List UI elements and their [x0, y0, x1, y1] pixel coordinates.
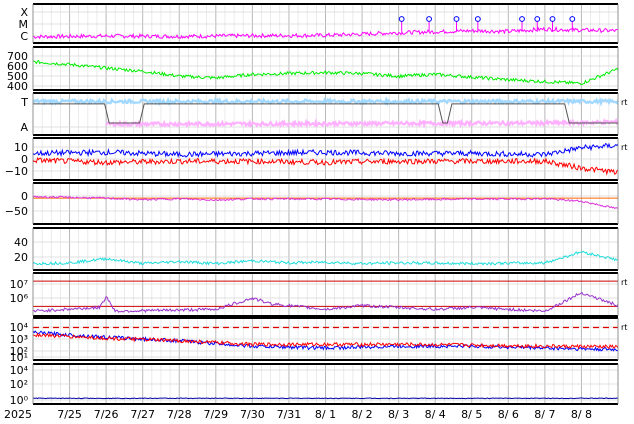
right-axis-label: rt: [621, 143, 627, 152]
y-tick-label: 10²: [10, 345, 28, 358]
y-tick-label: 400: [7, 80, 28, 93]
series-line-3: [33, 103, 618, 124]
y-tick-label: 10²: [10, 378, 28, 391]
year-label: 2025: [4, 408, 32, 421]
y-tick-label: 10⁶: [10, 292, 29, 305]
x-tick-label: 7/28: [167, 408, 192, 421]
x-tick-label: 7/29: [203, 408, 228, 421]
y-tick-label: M: [19, 18, 29, 31]
x-tick-label: 8/ 5: [461, 408, 482, 421]
y-tick-label: 600: [7, 60, 28, 73]
series-line-1: [32, 96, 619, 107]
x-tick-label: 7/27: [130, 408, 155, 421]
y-tick-label: 500: [7, 70, 28, 83]
series-line-1: [32, 291, 619, 314]
y-tick-label: C: [20, 30, 28, 43]
series-line-1: [32, 397, 619, 400]
y-tick-label: 20: [14, 251, 28, 264]
x-tick-label: 8/ 7: [534, 408, 555, 421]
right-axis-label: rt: [621, 98, 627, 107]
x-tick-label: 8/ 4: [425, 408, 446, 421]
flare-marker-icon: [569, 16, 576, 22]
x-tick-label: 7/31: [277, 408, 302, 421]
flare-marker-icon: [426, 16, 432, 22]
x-tick-label: 7/30: [240, 408, 265, 421]
series-line-1: [32, 59, 619, 86]
series-line-2: [105, 117, 619, 129]
y-tick-label: A: [20, 121, 28, 134]
series-line-1: [32, 250, 619, 266]
series-line-2: [32, 156, 619, 176]
y-tick-label: −10: [5, 165, 28, 178]
y-tick-label: 10¹: [10, 351, 28, 364]
y-tick-label: 10³: [10, 333, 28, 346]
series-line-2: [32, 332, 619, 350]
x-tick-label: 8/ 8: [571, 408, 592, 421]
flare-marker-icon: [474, 16, 481, 22]
x-tick-label: 8/ 2: [351, 408, 372, 421]
y-tick-label: 700: [7, 50, 28, 63]
x-tick-label: 8/ 1: [315, 408, 336, 421]
y-tick-label: 10⁰: [10, 394, 29, 407]
y-tick-label: 10⁴: [10, 321, 29, 334]
series-line-1: [32, 25, 619, 40]
y-tick-label: 10⁴: [10, 364, 29, 377]
y-tick-label: 0: [21, 190, 28, 203]
right-axis-label: rt: [621, 323, 627, 332]
y-tick-label: −50: [5, 205, 28, 218]
y-tick-label: X: [20, 6, 28, 19]
y-tick-label: 0: [21, 153, 28, 166]
flare-marker-icon: [549, 16, 556, 22]
y-tick-label: 10⁷: [10, 278, 28, 291]
y-tick-label: T: [20, 96, 28, 109]
x-tick-label: 8/ 3: [388, 408, 409, 421]
flare-marker-icon: [519, 16, 525, 22]
flare-marker-icon: [453, 16, 460, 22]
x-tick-label: 7/26: [94, 408, 119, 421]
flare-marker-icon: [398, 16, 405, 22]
y-tick-label: 40: [14, 236, 28, 249]
y-tick-label: 10: [14, 141, 28, 154]
x-tick-label: 7/25: [57, 408, 82, 421]
x-tick-label: 8/ 6: [498, 408, 519, 421]
series-line-1: [32, 195, 619, 210]
series-line-1: [32, 142, 619, 158]
flare-marker-icon: [534, 16, 541, 22]
right-axis-label: rt: [621, 278, 627, 287]
